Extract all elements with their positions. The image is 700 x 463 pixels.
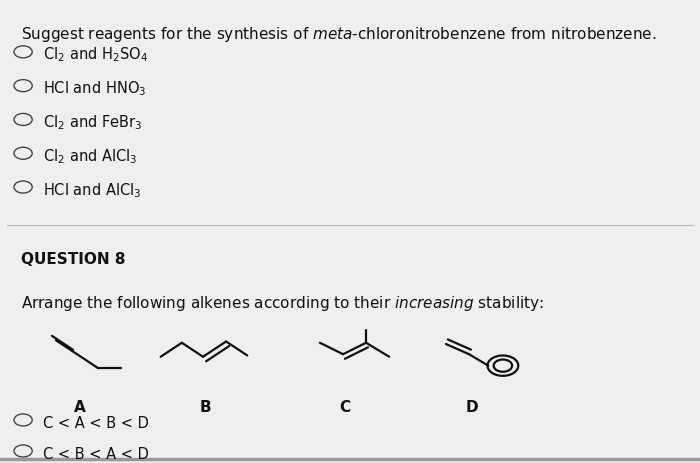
Text: B: B [199, 400, 211, 415]
Text: $\mathrm{Cl_2}$ and $\mathrm{AlCl_3}$: $\mathrm{Cl_2}$ and $\mathrm{AlCl_3}$ [43, 147, 138, 166]
Text: Arrange the following alkenes according to their $\it{increasing}$ stability:: Arrange the following alkenes according … [21, 294, 544, 313]
Text: QUESTION 8: QUESTION 8 [21, 252, 125, 267]
Text: $\mathrm{HCl}$ and $\mathrm{AlCl_3}$: $\mathrm{HCl}$ and $\mathrm{AlCl_3}$ [43, 181, 141, 200]
Text: C: C [340, 400, 351, 415]
Text: C < B < A < D: C < B < A < D [43, 447, 149, 462]
Text: Suggest reagents for the synthesis of $\it{meta}$-chloronitrobenzene from nitrob: Suggest reagents for the synthesis of $\… [21, 25, 657, 44]
Text: $\mathrm{Cl_2}$ and $\mathrm{H_2SO_4}$: $\mathrm{Cl_2}$ and $\mathrm{H_2SO_4}$ [43, 46, 148, 64]
Text: A: A [74, 400, 85, 415]
Text: D: D [466, 400, 478, 415]
Text: $\mathrm{HCl}$ and $\mathrm{HNO_3}$: $\mathrm{HCl}$ and $\mathrm{HNO_3}$ [43, 80, 147, 98]
Text: C < A < B < D: C < A < B < D [43, 416, 149, 431]
Text: $\mathrm{Cl_2}$ and $\mathrm{FeBr_3}$: $\mathrm{Cl_2}$ and $\mathrm{FeBr_3}$ [43, 113, 143, 132]
